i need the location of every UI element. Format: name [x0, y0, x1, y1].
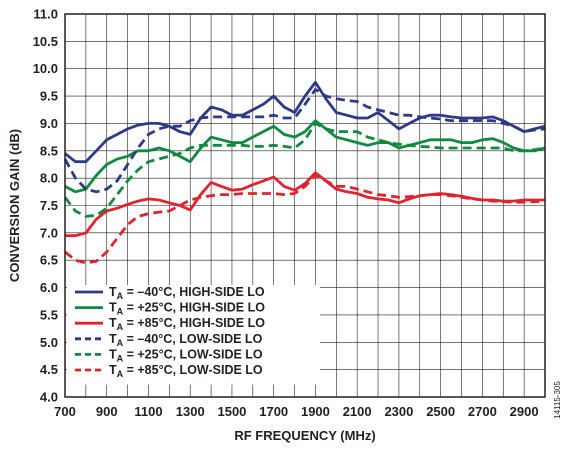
y-axis-title: CONVERSION GAIN (dB) — [7, 129, 22, 282]
legend-label: TA = –40°C, LOW-SIDE LO — [109, 332, 263, 348]
x-tick-label: 2700 — [468, 404, 497, 419]
y-tick-label: 4.5 — [40, 362, 58, 377]
x-tick-label: 1300 — [176, 404, 205, 419]
figure-id: 14115-305 — [553, 381, 562, 419]
x-tick-label: 700 — [54, 404, 76, 419]
tick-labels: 700 900 1100 1300 1500 1700 1900 2100 2300 2500 27… — [33, 7, 539, 420]
x-tick-label: 2100 — [343, 404, 372, 419]
y-tick-label: 10.5 — [33, 34, 58, 49]
y-tick-label: 6.5 — [40, 253, 58, 268]
x-tick-label: 1100 — [134, 404, 162, 419]
series-line-solid-blue — [64, 81, 546, 164]
series-line-dashed-red — [64, 173, 546, 265]
x-tick-label: 1700 — [259, 404, 288, 419]
y-tick-label: 8.0 — [40, 171, 58, 186]
x-tick-label: 2900 — [510, 404, 539, 419]
y-tick-label: 5.0 — [40, 335, 58, 350]
x-axis-title: RF FREQUENCY (MHz) — [234, 428, 375, 443]
y-tick-label: 11.0 — [33, 7, 58, 22]
legend-label: TA = +25°C, HIGH-SIDE LO — [109, 301, 265, 317]
x-tick-label: 900 — [96, 404, 118, 419]
y-tick-label: 6.0 — [40, 280, 58, 295]
x-tick-label: 1500 — [217, 404, 246, 419]
series-lines — [63, 81, 546, 265]
y-tick-label: 10.0 — [33, 61, 58, 76]
x-tick-label: 1900 — [301, 404, 330, 419]
y-tick-label: 9.0 — [40, 116, 58, 131]
y-tick-label: 8.5 — [40, 143, 58, 158]
x-tick-label: 2300 — [384, 404, 413, 419]
series-line-dashed-blue — [63, 88, 546, 194]
y-tick-label: 9.5 — [40, 89, 58, 104]
legend-label: TA = –40°C, HIGH-SIDE LO — [109, 285, 265, 301]
legend-box — [67, 285, 320, 385]
legend-label: TA = +85°C, HIGH-SIDE LO — [109, 316, 265, 332]
series-line-dashed-green — [63, 122, 546, 218]
plot-frame — [64, 13, 546, 398]
x-tick-label: 2500 — [426, 404, 455, 419]
legend-label: TA = +85°C, LOW-SIDE LO — [109, 363, 263, 379]
legend-label: TA = +25°C, LOW-SIDE LO — [109, 347, 263, 363]
y-tick-label: 7.5 — [40, 198, 58, 213]
y-tick-label: 4.0 — [40, 390, 58, 405]
y-tick-label: 7.0 — [40, 225, 58, 240]
y-tick-label: 5.5 — [40, 307, 58, 322]
series-line-solid-green — [64, 119, 546, 194]
